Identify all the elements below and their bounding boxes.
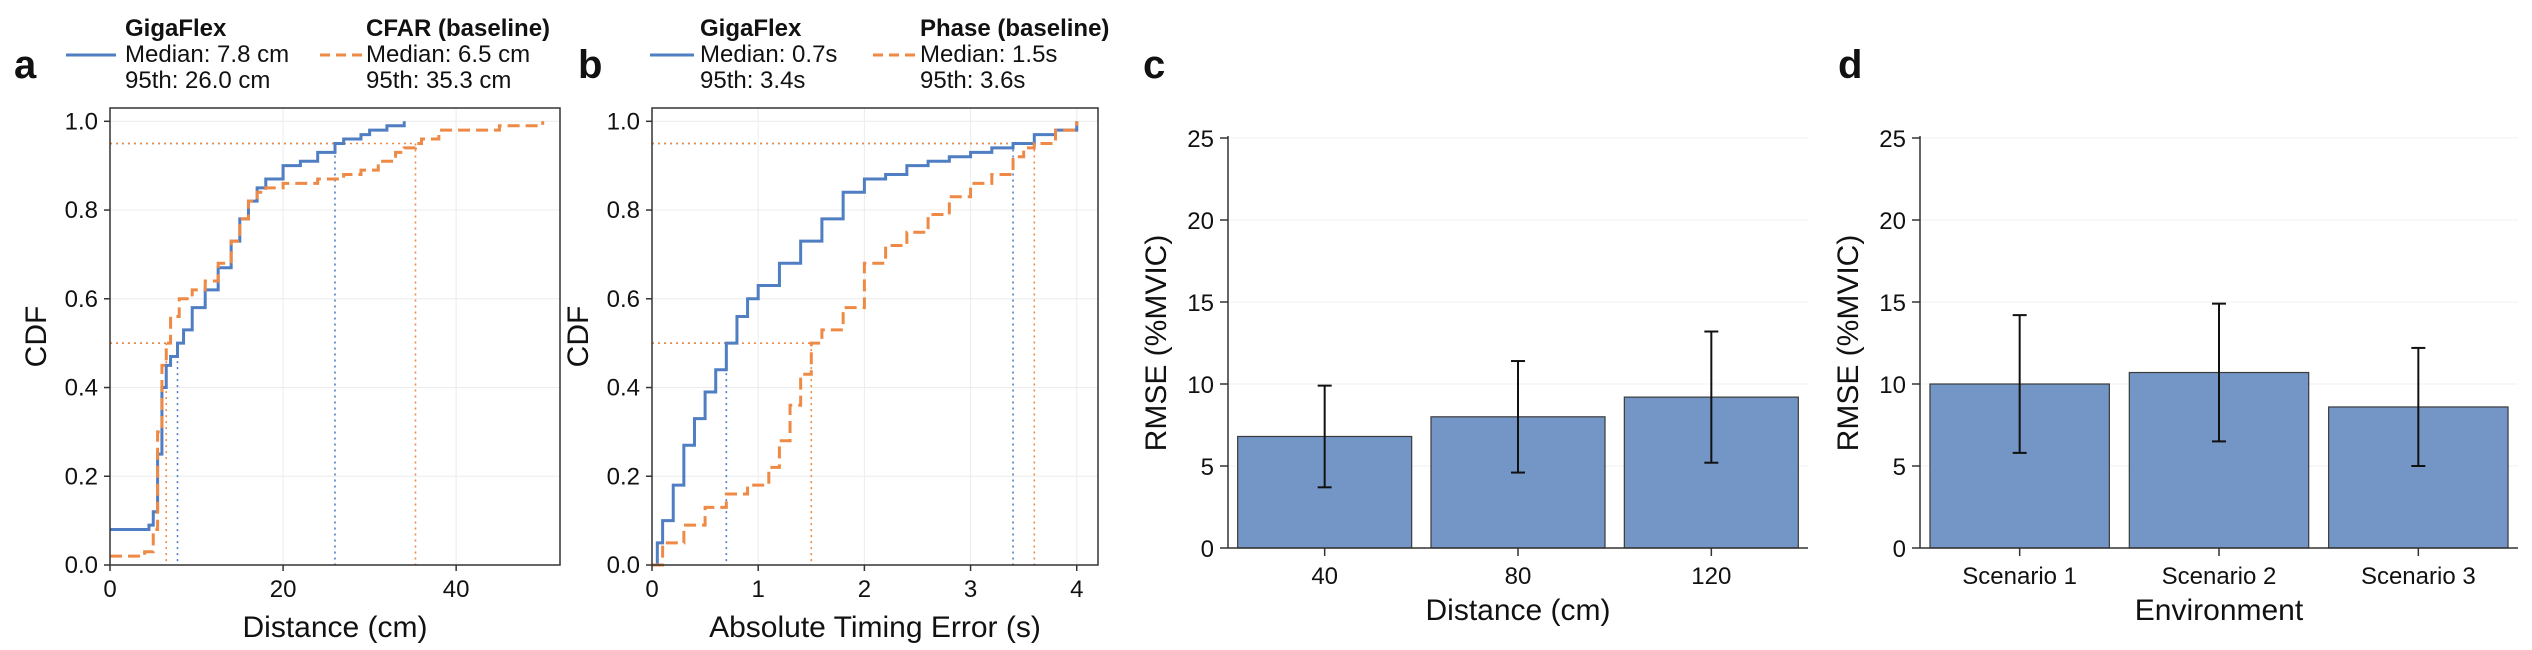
legend-b-0-p95: 95th: 3.4s bbox=[700, 67, 805, 94]
chart-c-xtick-label: 80 bbox=[1505, 563, 1532, 590]
chart-c-ytick-label: 0 bbox=[1201, 536, 1214, 563]
chart-d-rmse-environment: 0 5 10 15 20 25 Scenario 1 Scenario 2 Scenario 3… bbox=[1832, 126, 2518, 627]
chart-b-cdf-timing: 0 1 2 3 4 0.0 0.2 0.4 0.6 0.8 1.0 Absolute Timing E… bbox=[562, 107, 1099, 644]
panel-letter-b: b bbox=[578, 43, 602, 87]
chart-a-ytick-label: 0.6 bbox=[65, 286, 98, 313]
chart-a-ytick-label: 0.2 bbox=[65, 463, 98, 490]
legend-b-0-name: GigaFlex bbox=[700, 15, 802, 42]
legend-a-0-p95: 95th: 26.0 cm bbox=[125, 67, 270, 94]
chart-d-xtick-label: Scenario 1 bbox=[1962, 563, 2077, 590]
chart-a-xlabel: Distance (cm) bbox=[242, 611, 427, 644]
chart-a-series-1 bbox=[110, 121, 545, 558]
chart-b-ytick-label: 0.6 bbox=[607, 286, 640, 313]
legend-a-1-p95: 95th: 35.3 cm bbox=[366, 67, 511, 94]
legend-b-0-median: Median: 0.7s bbox=[700, 41, 837, 68]
chart-d-xtick-label: Scenario 2 bbox=[2162, 563, 2277, 590]
legend-b-1-name: Phase (baseline) bbox=[920, 15, 1109, 42]
chart-c-ytick-label: 10 bbox=[1187, 372, 1214, 399]
chart-d-ytick-label: 10 bbox=[1879, 372, 1906, 399]
legend-a-1-median: Median: 6.5 cm bbox=[366, 41, 530, 68]
chart-a-ytick-label: 0.4 bbox=[65, 375, 98, 402]
chart-a-frame bbox=[109, 107, 561, 566]
chart-b-ytick-label: 0.2 bbox=[607, 463, 640, 490]
chart-a-series-0 bbox=[110, 121, 406, 532]
panel-letter-d: d bbox=[1838, 43, 1862, 87]
chart-d-ytick-label: 5 bbox=[1893, 454, 1906, 481]
panel-letter-a: a bbox=[14, 43, 37, 87]
chart-b-frame bbox=[651, 107, 1099, 566]
chart-a-ylabel: CDF bbox=[20, 306, 53, 368]
legend-panel-a: GigaFlex Median: 7.8 cm 95th: 26.0 cm CF… bbox=[66, 15, 550, 94]
chart-c-rmse-distance: 0 5 10 15 20 25 40 80 120 Distance (cm) RMSE (%MVI… bbox=[1140, 126, 1808, 627]
chart-a-xtick-label: 0 bbox=[103, 576, 116, 603]
chart-b-ytick-label: 1.0 bbox=[607, 108, 640, 135]
chart-c-xtick-label: 120 bbox=[1691, 563, 1731, 590]
legend-a-1-name: CFAR (baseline) bbox=[366, 15, 550, 42]
chart-c-ytick-label: 5 bbox=[1201, 454, 1214, 481]
chart-b-xlabel: Absolute Timing Error (s) bbox=[709, 611, 1041, 644]
chart-b-xtick-label: 2 bbox=[858, 576, 871, 603]
chart-b-series-1 bbox=[652, 121, 1079, 567]
chart-b-ytick-label: 0.4 bbox=[607, 375, 640, 402]
chart-d-ylabel: RMSE (%MVIC) bbox=[1832, 235, 1865, 452]
chart-d-ytick-label: 0 bbox=[1893, 536, 1906, 563]
chart-d-ytick-label: 25 bbox=[1879, 126, 1906, 153]
chart-a-cdf-distance: 0 20 40 0.0 0.2 0.4 0.6 0.8 1.0 Distance (cm) CDF bbox=[20, 107, 561, 644]
chart-c-ylabel: RMSE (%MVIC) bbox=[1140, 235, 1173, 452]
legend-b-1-p95: 95th: 3.6s bbox=[920, 67, 1025, 94]
chart-a-ytick-label: 0.0 bbox=[65, 552, 98, 579]
chart-c-xtick-label: 40 bbox=[1311, 563, 1338, 590]
chart-b-ytick-label: 0.0 bbox=[607, 552, 640, 579]
legend-b-1-median: Median: 1.5s bbox=[920, 41, 1057, 68]
chart-b-series-0 bbox=[652, 121, 1079, 567]
chart-b-xtick-label: 4 bbox=[1070, 576, 1083, 603]
chart-b-ytick-label: 0.8 bbox=[607, 197, 640, 224]
chart-d-ytick-label: 15 bbox=[1879, 290, 1906, 317]
chart-d-xtick-label: Scenario 3 bbox=[2361, 563, 2476, 590]
chart-c-ytick-label: 25 bbox=[1187, 126, 1214, 153]
chart-b-xtick-label: 1 bbox=[752, 576, 765, 603]
chart-b-xtick-label: 0 bbox=[645, 576, 658, 603]
chart-a-ytick-label: 0.8 bbox=[65, 197, 98, 224]
chart-d-xlabel: Environment bbox=[2135, 594, 2304, 627]
chart-a-xtick-label: 20 bbox=[270, 576, 297, 603]
chart-b-ylabel: CDF bbox=[562, 306, 595, 368]
chart-b-xtick-label: 3 bbox=[964, 576, 977, 603]
legend-a-0-name: GigaFlex bbox=[125, 15, 227, 42]
chart-a-xtick-label: 40 bbox=[443, 576, 470, 603]
chart-c-ytick-label: 15 bbox=[1187, 290, 1214, 317]
chart-c-xlabel: Distance (cm) bbox=[1425, 594, 1610, 627]
chart-d-ytick-label: 20 bbox=[1879, 208, 1906, 235]
panel-letter-c: c bbox=[1143, 43, 1165, 87]
legend-a-0-median: Median: 7.8 cm bbox=[125, 41, 289, 68]
legend-panel-b: GigaFlex Median: 0.7s 95th: 3.4s Phase (… bbox=[650, 15, 1109, 94]
chart-a-ytick-label: 1.0 bbox=[65, 108, 98, 135]
chart-c-ytick-label: 20 bbox=[1187, 208, 1214, 235]
